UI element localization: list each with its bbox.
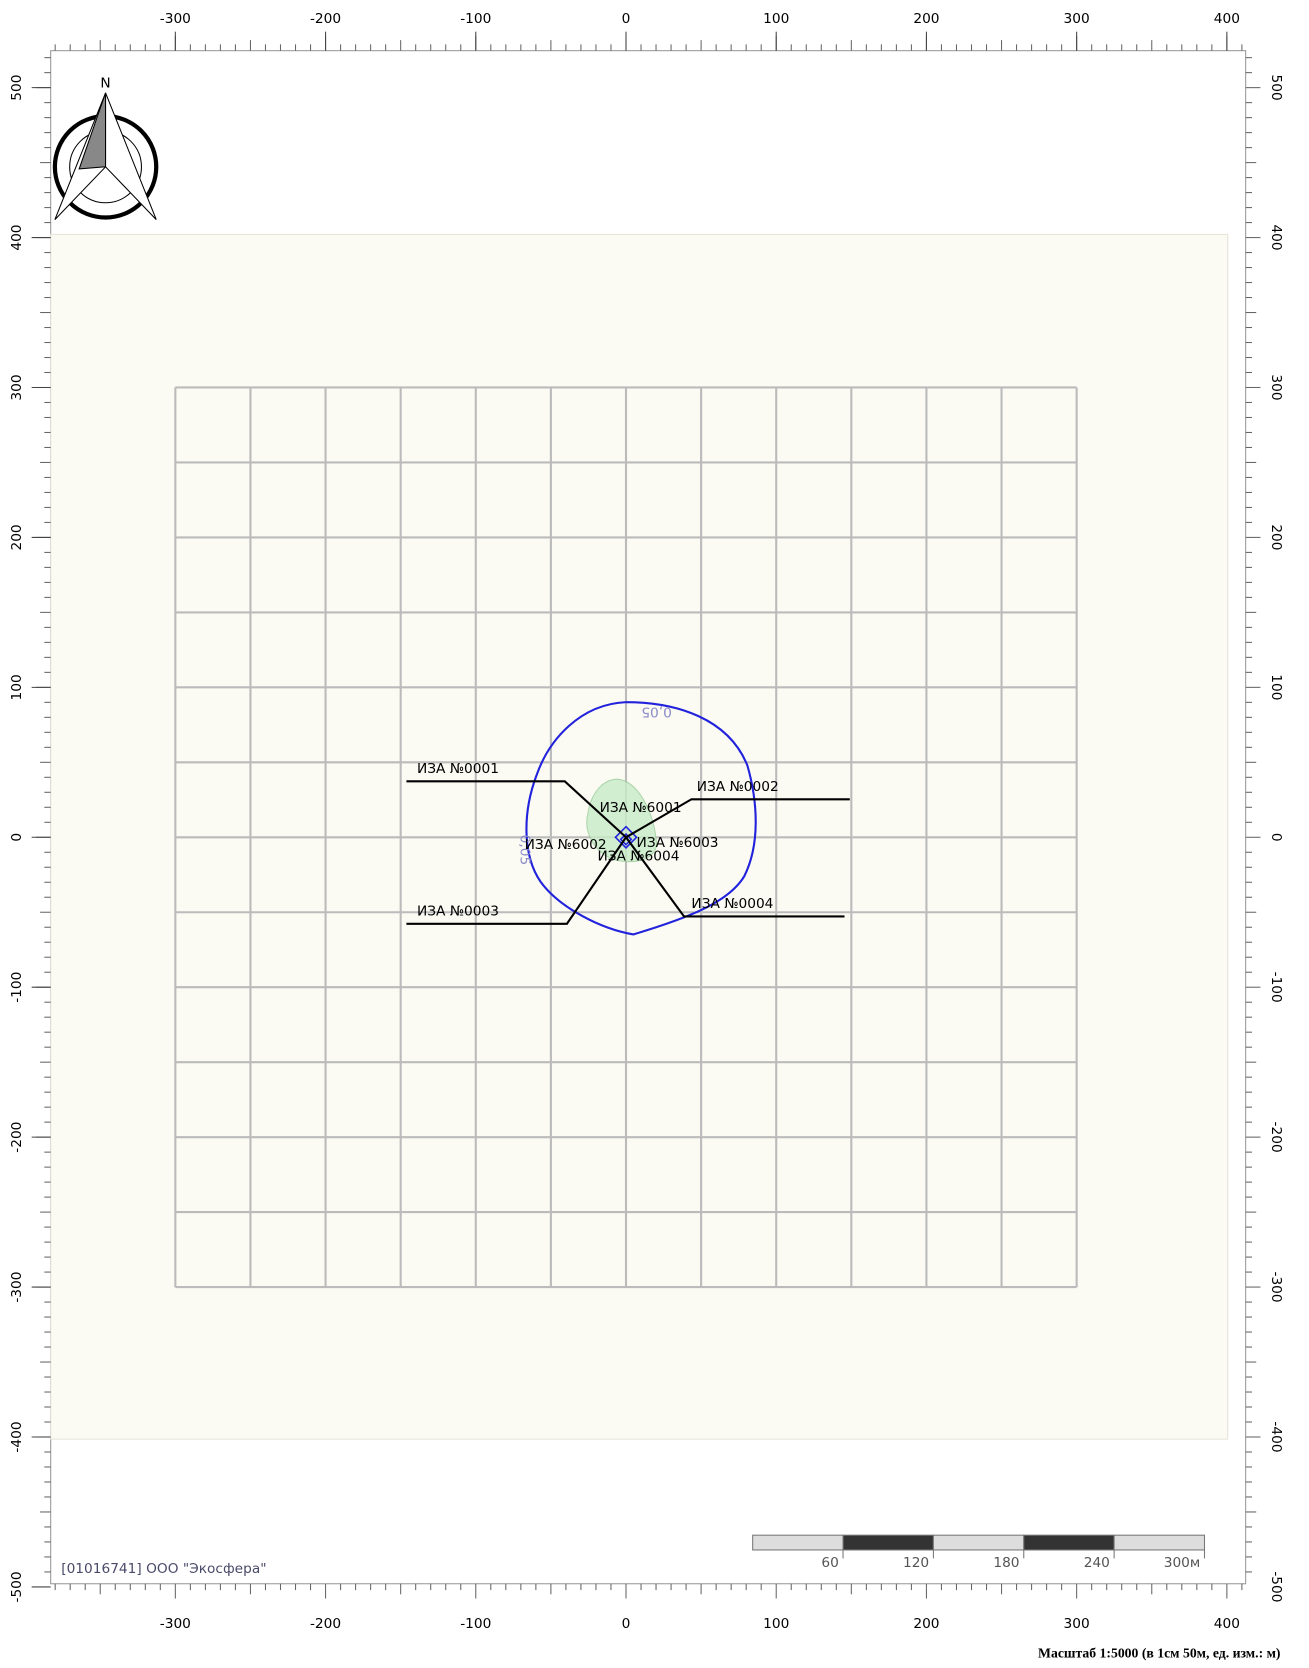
x-tick-label: -200	[310, 11, 341, 27]
isoline	[525, 701, 757, 936]
y-tick-label: 300	[1268, 374, 1284, 400]
y-tick-label: -200	[1268, 1122, 1284, 1153]
y-tick-label: 300	[9, 374, 25, 400]
source-label: ИЗА №6004	[597, 849, 679, 865]
y-tick-label: -300	[1268, 1271, 1284, 1302]
y-tick-label: 400	[1268, 224, 1284, 250]
isoline-label: 0,05	[641, 703, 672, 719]
y-tick-label: 0	[1268, 833, 1284, 842]
scale-bar: 60 120 180 240 300м	[752, 1534, 1206, 1571]
x-tick-label: 400	[1214, 1616, 1240, 1632]
y-tick-label: -300	[9, 1271, 25, 1302]
scale-label: 120	[903, 1555, 929, 1571]
north-label: N	[100, 76, 110, 92]
company: [01016741] ООО "Экосфера"	[61, 1561, 266, 1577]
x-tick-label: 200	[913, 1616, 939, 1632]
y-tick-label: -200	[9, 1122, 25, 1153]
scale-segment	[932, 1534, 1025, 1551]
north-arrow: N	[52, 76, 159, 220]
source-label: ИЗА №0004	[691, 896, 773, 912]
y-tick-label: 400	[9, 224, 25, 250]
isoline-label: 0,05	[516, 835, 532, 866]
scale-segment	[1023, 1534, 1115, 1551]
scale-segment	[842, 1534, 934, 1551]
y-tick-label: -100	[9, 972, 25, 1003]
x-tick-label: 300	[1064, 1616, 1090, 1632]
x-tick-label: -200	[310, 1616, 341, 1632]
x-tick-label: 300	[1064, 11, 1090, 27]
source-label: ИЗА №6002	[525, 837, 607, 853]
sources: ИЗА №0001 ИЗА №0002 ИЗА №0003 ИЗА №0004 ИЗА …	[406, 761, 850, 925]
scale-label: 300м	[1164, 1555, 1201, 1571]
caption: Масштаб 1:5000 (в 1см 50м, ед. изм.: м)	[1038, 1646, 1280, 1662]
x-tick-label: 100	[763, 11, 789, 27]
grid	[174, 386, 1078, 1289]
source-label: ИЗА №6003	[637, 835, 719, 851]
y-tick-label: 200	[1268, 524, 1284, 550]
y-tick-label: -100	[1268, 972, 1284, 1003]
leader-line	[625, 798, 850, 839]
y-tick-label: 200	[9, 524, 25, 550]
zone	[586, 778, 658, 863]
y-tick-label: -400	[1268, 1421, 1284, 1452]
x-tick-label: 200	[913, 11, 939, 27]
leader-line	[625, 836, 845, 918]
x-tick-label: -300	[160, 11, 191, 27]
y-tick-label: -500	[1268, 1571, 1284, 1602]
x-tick-label: -100	[460, 1616, 491, 1632]
scale-label: 180	[993, 1555, 1019, 1571]
y-tick-label: 100	[9, 674, 25, 700]
y-tick-label: 0	[9, 833, 25, 842]
x-tick-label: 400	[1214, 11, 1240, 27]
y-tick-label: 100	[1268, 674, 1284, 700]
y-tick-label: -400	[9, 1421, 25, 1452]
source-label: ИЗА №6001	[600, 800, 682, 816]
leader-line	[406, 780, 627, 839]
leader-line	[406, 836, 627, 925]
x-tick-label: 0	[622, 11, 631, 27]
scale-label: 60	[821, 1555, 838, 1571]
x-tick-label: 100	[763, 1616, 789, 1632]
source-label: ИЗА №0003	[417, 903, 499, 919]
source-label: ИЗА №0001	[417, 761, 499, 777]
scale-segment	[752, 1534, 844, 1551]
x-tick-label: -100	[460, 11, 491, 27]
source-label: ИЗА №0002	[697, 779, 779, 795]
x-tick-label: -300	[160, 1616, 191, 1632]
x-tick-label: 0	[622, 1616, 631, 1632]
y-tick-label: 500	[1268, 75, 1284, 101]
y-tick-label: 500	[9, 75, 25, 101]
scale-label: 240	[1084, 1555, 1110, 1571]
y-tick-label: -500	[9, 1571, 25, 1602]
scale-segment	[1113, 1534, 1206, 1551]
